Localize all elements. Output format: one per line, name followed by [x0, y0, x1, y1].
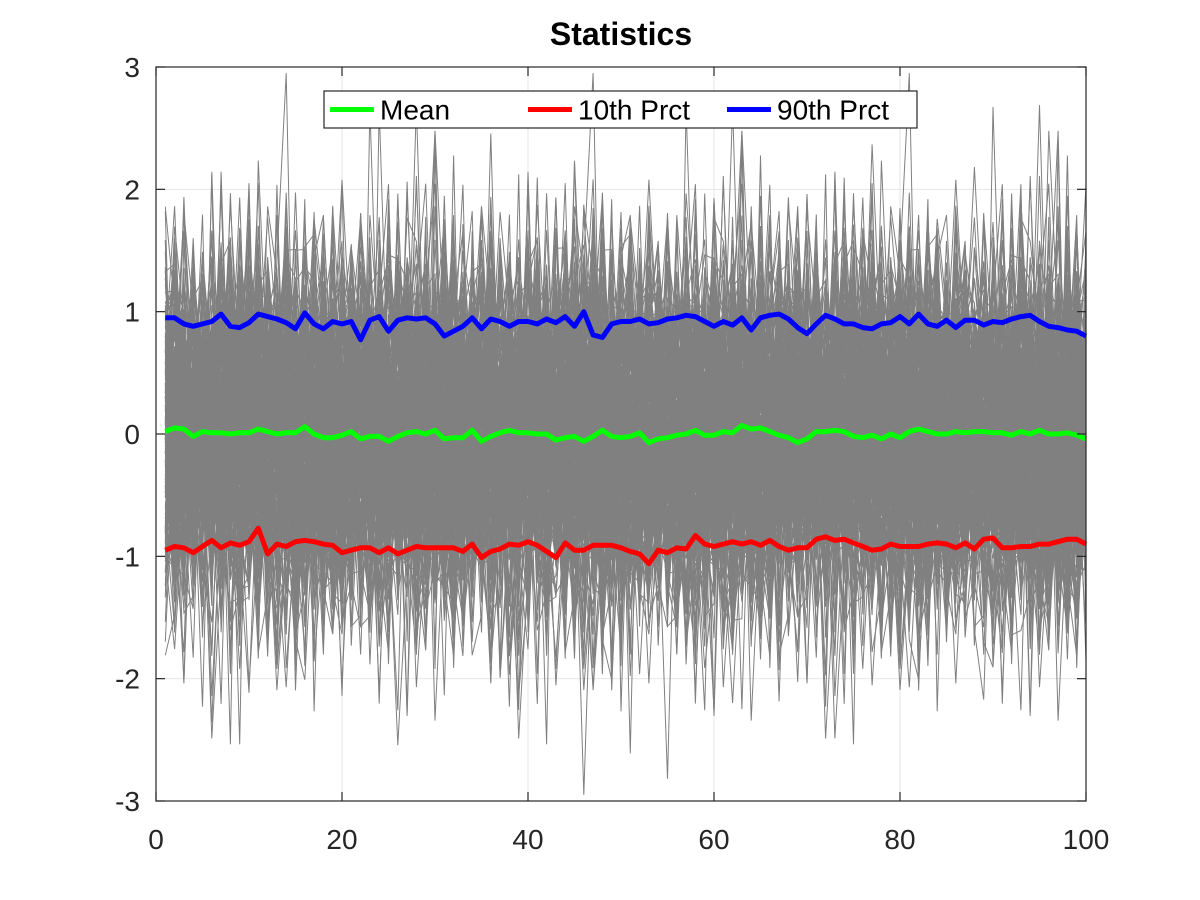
y-tick-label: -2 — [115, 664, 140, 695]
x-tick-label: 0 — [148, 824, 164, 855]
y-tick-label: 3 — [124, 52, 140, 83]
x-tick-label: 20 — [326, 824, 357, 855]
y-tick-label: -3 — [115, 786, 140, 817]
x-tick-label: 100 — [1063, 824, 1110, 855]
y-tick-label: 1 — [124, 297, 140, 328]
y-tick-label: 2 — [124, 174, 140, 205]
plot-area: 0 20 40 60 80 100 3 2 1 0 -1 -2 -3 — [115, 52, 1109, 855]
series-line-90th-prct — [165, 309, 1088, 343]
x-tick-label: 40 — [512, 824, 543, 855]
legend-label-90th-prct: 90th Prct — [777, 95, 889, 126]
legend[interactable]: Mean 10th Prct 90th Prct — [323, 90, 918, 129]
y-tick-label: -1 — [115, 541, 140, 572]
chart-title: Statistics — [550, 16, 692, 52]
series-layer — [164, 309, 1088, 567]
sample-trace — [164, 192, 1087, 711]
series-line-mean — [164, 422, 1087, 446]
legend-label-10th-prct: 10th Prct — [578, 95, 690, 126]
y-tick-label: 0 — [124, 419, 140, 450]
sample-trace — [164, 223, 1087, 628]
sample-trace — [164, 106, 1087, 666]
legend-label-mean: Mean — [380, 95, 450, 126]
series-line-10th-prct — [164, 525, 1088, 567]
x-tick-label: 80 — [884, 824, 915, 855]
x-tick-label: 60 — [698, 824, 729, 855]
tick-layer: 0 20 40 60 80 100 3 2 1 0 -1 -2 -3 — [115, 52, 1109, 855]
legend-box — [323, 90, 918, 129]
sample-trace — [164, 183, 1087, 683]
